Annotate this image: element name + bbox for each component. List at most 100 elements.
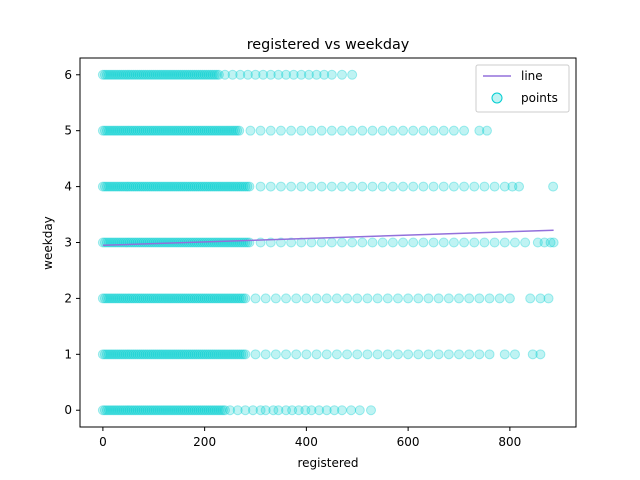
data-point [169,125,180,136]
data-point [136,405,147,416]
data-point [525,293,536,304]
data-point [354,405,365,416]
data-point [387,181,398,192]
data-point [232,181,243,192]
y-tick-label: 1 [64,347,72,361]
data-point [286,125,297,136]
data-point [213,405,224,416]
data-point [448,181,459,192]
data-point [154,125,165,136]
data-point [183,349,194,360]
data-point [205,125,216,136]
data-point [134,125,145,136]
data-point [130,181,141,192]
data-point [163,293,174,304]
data-point [213,349,224,360]
data-point [226,181,237,192]
data-point [167,69,178,80]
data-point [207,293,218,304]
y-tick-label: 3 [64,236,72,250]
data-point [130,69,141,80]
data-point [418,237,429,248]
data-point [232,293,243,304]
data-point [99,181,110,192]
data-point [211,181,222,192]
data-point [300,405,311,416]
data-point [336,405,347,416]
data-point [270,349,281,360]
data-point [112,69,123,80]
data-point [316,237,327,248]
data-point [265,181,276,192]
data-point [169,181,180,192]
data-point [215,125,226,136]
data-point [138,181,149,192]
data-point [211,69,222,80]
data-point [195,181,206,192]
data-point [152,349,163,360]
data-point [539,237,550,248]
data-point [185,405,196,416]
data-point [398,181,409,192]
data-point [228,293,239,304]
data-point [352,293,363,304]
data-point [173,125,184,136]
data-point [179,181,190,192]
data-point [144,125,155,136]
data-point [326,237,337,248]
data-point [291,293,302,304]
data-point [144,237,155,248]
data-point [275,237,286,248]
data-point [195,69,206,80]
data-point [199,181,210,192]
data-point [205,349,216,360]
data-point [275,181,286,192]
data-point [97,181,108,192]
data-point [387,125,398,136]
data-point [448,237,459,248]
data-point [499,181,510,192]
data-point [185,349,196,360]
data-point [230,349,241,360]
data-point [177,181,188,192]
data-point [403,293,414,304]
data-point [140,349,151,360]
data-point [108,69,119,80]
data-point [158,293,169,304]
data-point [120,293,131,304]
data-point [281,69,292,80]
data-point [108,405,119,416]
data-point [152,293,163,304]
data-point [311,349,322,360]
data-point [211,293,222,304]
data-point [469,237,480,248]
data-point [177,293,188,304]
data-point [311,69,322,80]
data-point [99,349,110,360]
data-point [126,125,137,136]
data-point [189,405,200,416]
data-point [219,293,230,304]
data-point [110,293,121,304]
data-point [148,237,159,248]
data-point [179,349,190,360]
data-point [146,237,157,248]
data-point [509,349,520,360]
data-point [112,349,123,360]
data-point [118,181,129,192]
data-point [179,405,190,416]
data-point [148,293,159,304]
data-point [110,125,121,136]
data-point [306,405,317,416]
data-point [543,293,554,304]
data-point [140,69,151,80]
data-point [128,405,139,416]
data-point [242,181,253,192]
data-point [238,349,249,360]
data-point [222,125,233,136]
data-point [126,293,137,304]
data-point [230,293,241,304]
data-point [464,293,475,304]
data-point [169,349,180,360]
data-point [140,293,151,304]
